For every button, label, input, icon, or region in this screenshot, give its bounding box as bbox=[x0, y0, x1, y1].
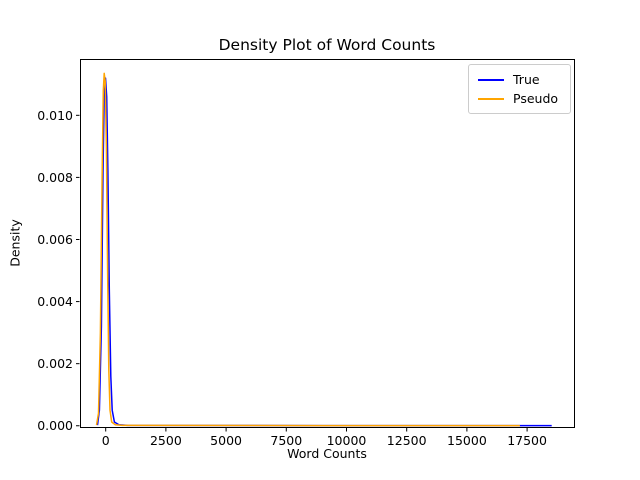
axes-frame bbox=[80, 59, 575, 428]
legend-line-icon bbox=[478, 78, 504, 81]
y-tick-label: 0.008 bbox=[37, 169, 73, 185]
x-tick-label: 12500 bbox=[386, 433, 427, 448]
y-tick-label: 0.002 bbox=[37, 356, 73, 372]
x-tick-label: 5000 bbox=[210, 433, 242, 448]
chart-title: Density Plot of Word Counts bbox=[218, 36, 436, 54]
y-tick-label: 0.004 bbox=[37, 294, 73, 310]
legend: True Pseudo bbox=[468, 64, 571, 114]
legend-label: True bbox=[513, 72, 540, 87]
y-tick-label: 0.010 bbox=[37, 107, 73, 123]
x-tick-label: 0 bbox=[101, 433, 110, 448]
y-tick-label: 0.006 bbox=[37, 231, 73, 247]
x-axis-label: Word Counts bbox=[287, 446, 367, 461]
x-tick-label: 7500 bbox=[270, 433, 303, 448]
x-tick-label: 2500 bbox=[149, 433, 182, 448]
legend-entry-true: True bbox=[478, 70, 562, 89]
legend-line-icon bbox=[478, 97, 504, 100]
series-line-true bbox=[96, 77, 552, 427]
x-tick-label: 10000 bbox=[326, 433, 367, 448]
legend-entry-pseudo: Pseudo bbox=[478, 89, 562, 108]
series-line-pseudo bbox=[95, 72, 520, 427]
legend-label: Pseudo bbox=[513, 91, 559, 106]
x-tick-label: 17500 bbox=[507, 433, 547, 448]
x-tick-label: 15000 bbox=[447, 433, 487, 448]
y-tick-label: 0.000 bbox=[37, 418, 73, 434]
